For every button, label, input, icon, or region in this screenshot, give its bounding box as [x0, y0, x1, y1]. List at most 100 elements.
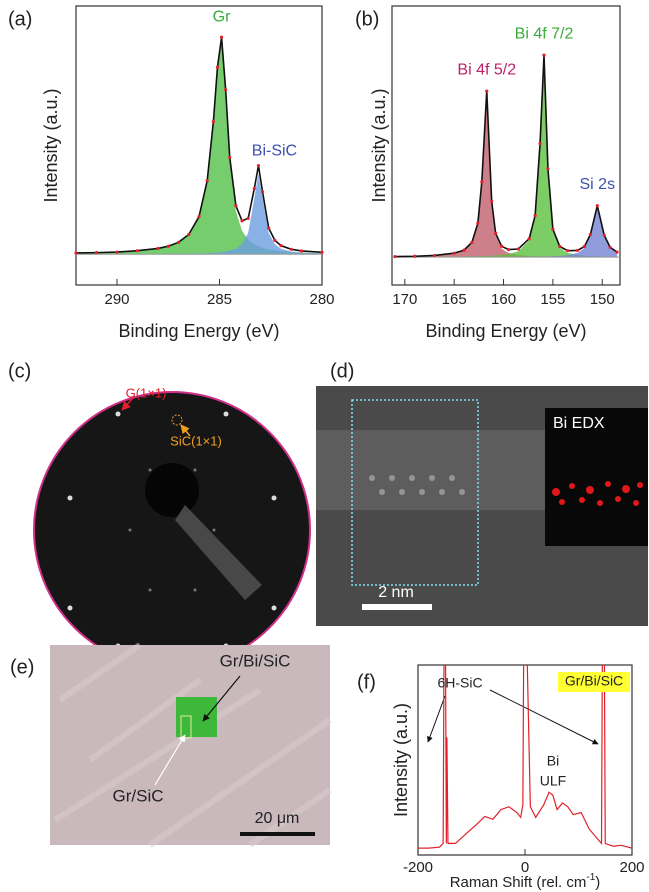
data-point — [609, 246, 612, 249]
page: (c) G(1×1) SiC(1×1) (d) — [0, 0, 649, 892]
data-point — [517, 247, 520, 250]
x-tick-label: 155 — [540, 291, 565, 308]
data-point — [95, 251, 98, 254]
data-point — [267, 226, 270, 229]
panel-label: (b) — [355, 8, 379, 30]
component-area — [395, 92, 617, 257]
x-axis-label: Raman Shift (rel. cm-1) — [450, 872, 601, 891]
data-point — [494, 232, 497, 235]
x-tick-label: 160 — [491, 291, 516, 308]
data-point — [534, 214, 537, 217]
data-point — [234, 204, 237, 207]
optical-label: Gr/SiC — [113, 786, 164, 805]
data-point — [136, 249, 139, 252]
y-axis-label: Intensity (a.u.) — [369, 88, 389, 202]
y-axis-label: Intensity (a.u.) — [391, 703, 411, 817]
stem-image: Bi EDX 2 nm — [316, 386, 648, 626]
panel-label: (a) — [8, 8, 32, 30]
data-point — [115, 250, 118, 253]
data-point — [490, 200, 493, 203]
data-point — [413, 255, 416, 258]
data-point — [480, 180, 483, 183]
panel-label: (f) — [357, 671, 376, 693]
panel-label: (c) — [8, 360, 31, 382]
data-point — [507, 248, 510, 251]
leed-image: G(1×1) SiC(1×1) — [34, 385, 310, 668]
data-point — [485, 89, 488, 92]
y-axis-label: Intensity (a.u.) — [41, 88, 61, 202]
data-point — [576, 249, 579, 252]
data-point — [558, 245, 561, 248]
data-point — [542, 54, 545, 57]
data-point — [538, 142, 541, 145]
x-axis-label: Binding Energy (eV) — [425, 321, 586, 341]
figure: (c) G(1×1) SiC(1×1) (d) — [0, 0, 649, 892]
data-point — [224, 88, 227, 91]
data-point — [212, 120, 215, 123]
data-point — [546, 167, 549, 170]
x-tick-label: 170 — [392, 291, 417, 308]
data-point — [615, 250, 618, 253]
optical-image: Gr/Bi/SiC Gr/SiC 20 μm — [50, 645, 330, 845]
plot-frame — [418, 665, 632, 855]
annotation: Gr/Bi/SiC — [565, 673, 623, 689]
data-point — [300, 249, 303, 252]
data-point — [261, 190, 264, 193]
data-point — [167, 245, 170, 248]
data-point — [470, 241, 473, 244]
data-point — [583, 245, 586, 248]
data-point — [177, 241, 180, 244]
data-point — [228, 156, 231, 159]
peak-label: Gr — [213, 9, 231, 26]
data-point — [216, 66, 219, 69]
data-point — [74, 251, 77, 254]
leed-label: SiC(1×1) — [170, 433, 222, 448]
x-axis-label: Binding Energy (eV) — [118, 321, 279, 341]
data-point — [551, 228, 554, 231]
scale-bar-label: 20 μm — [255, 810, 300, 827]
peak-label: Si 2s — [580, 176, 616, 193]
x-axis-label-part: ) — [595, 874, 600, 891]
x-tick-label: 285 — [207, 291, 232, 308]
x-axis-label-part: Raman Shift (rel. cm — [450, 874, 587, 891]
data-point — [279, 244, 282, 247]
data-point — [453, 252, 456, 255]
x-tick-label: 200 — [619, 859, 644, 876]
data-point — [156, 247, 159, 250]
arrow — [428, 696, 445, 742]
optical-label: Gr/Bi/SiC — [220, 651, 291, 670]
peak-label: Bi 4f 5/2 — [457, 62, 516, 79]
panel-label: (e) — [10, 656, 34, 678]
data-point — [290, 248, 293, 251]
x-tick-label: 150 — [590, 291, 615, 308]
data-point — [240, 219, 243, 222]
peak-label: Bi-SiC — [252, 143, 297, 160]
data-point — [462, 249, 465, 252]
data-point — [187, 233, 190, 236]
data-point — [589, 233, 592, 236]
x-tick-label: -200 — [403, 859, 433, 876]
data-point — [596, 204, 599, 207]
component-area — [395, 207, 617, 257]
data-point — [253, 187, 256, 190]
annotation: ULF — [540, 773, 566, 789]
data-point — [273, 239, 276, 242]
spectrum-line — [418, 608, 632, 848]
annotation: 6H-SiC — [437, 675, 482, 691]
x-tick-label: 280 — [309, 291, 334, 308]
leed-label: G(1×1) — [126, 385, 167, 400]
x-tick-label: 165 — [442, 291, 467, 308]
data-point — [247, 217, 250, 220]
inset-label: Bi EDX — [553, 415, 605, 432]
component-area — [395, 56, 617, 257]
data-point — [257, 164, 260, 167]
data-point — [320, 251, 323, 254]
data-point — [528, 237, 531, 240]
arrow — [490, 690, 598, 744]
data-point — [197, 215, 200, 218]
x-tick-label: 290 — [104, 291, 129, 308]
data-point — [220, 36, 223, 39]
data-point — [433, 254, 436, 257]
data-point — [393, 255, 396, 258]
fit-line — [395, 55, 617, 256]
